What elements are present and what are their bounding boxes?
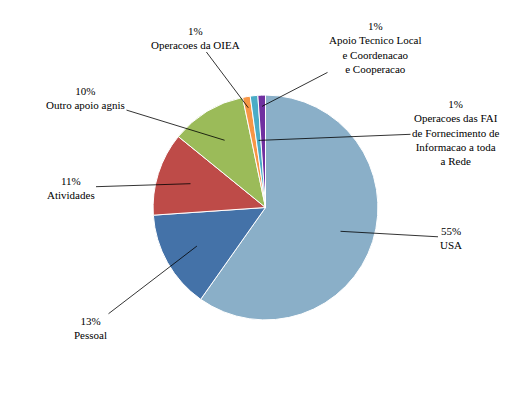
svg-text:55%USA: 55%USA xyxy=(440,225,462,251)
svg-text:10%Outro apoio agnis: 10%Outro apoio agnis xyxy=(46,85,125,111)
svg-text:1%Apoio Tecnico Locale Coorden: 1%Apoio Tecnico Locale Coordenacaoe Coop… xyxy=(329,20,422,75)
svg-text:11%Atividades: 11%Atividades xyxy=(47,175,95,201)
svg-text:13%Pessoal: 13%Pessoal xyxy=(74,315,107,341)
svg-text:1%Operacoes da OIEA: 1%Operacoes da OIEA xyxy=(151,25,240,51)
svg-text:1%Operacoes das FAIde Fornecim: 1%Operacoes das FAIde Fornecimento deInf… xyxy=(412,98,499,167)
